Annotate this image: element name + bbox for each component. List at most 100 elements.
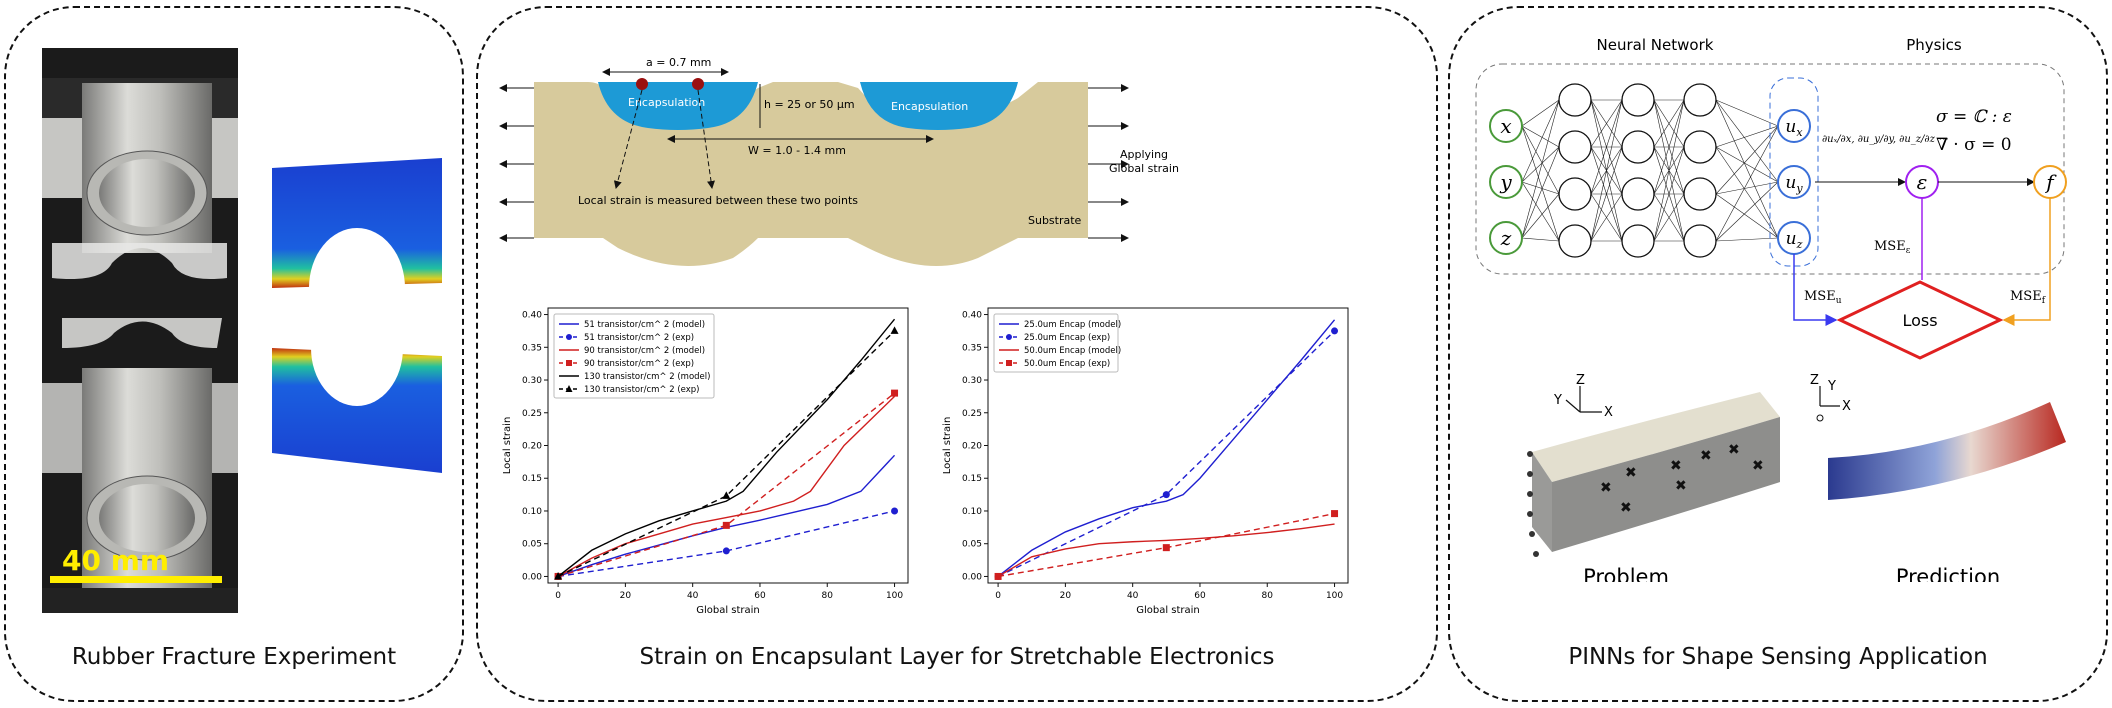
series-line-1	[557, 510, 895, 578]
hidden-neuron	[1683, 177, 1717, 211]
y-tick-label: 0.30	[962, 376, 982, 386]
series-line-0	[997, 319, 1336, 578]
svg-text:✖: ✖	[1600, 480, 1612, 496]
y-tick-label: 0.15	[522, 474, 542, 484]
y-tick-label: 0.30	[522, 376, 542, 386]
scale-label: 40 mm	[62, 544, 169, 577]
hidden-neuron	[1558, 83, 1592, 117]
legend-entry: 51 transistor/cm^ 2 (exp)	[584, 333, 694, 343]
hidden-neuron	[1621, 83, 1655, 117]
x-tick-label: 80	[1262, 591, 1274, 601]
y-tick-label: 0.40	[962, 311, 982, 321]
nn-title: Neural Network	[1597, 36, 1714, 54]
data-point	[891, 507, 899, 515]
pred-axis-z: Z	[1810, 373, 1819, 388]
svg-text:✖: ✖	[1752, 458, 1764, 474]
x-tick-label: 100	[1326, 591, 1343, 601]
x-tick-label: 100	[886, 591, 903, 601]
y-tick-label: 0.15	[962, 474, 982, 484]
hidden-layers	[1558, 83, 1717, 258]
x-tick-label: 20	[620, 591, 632, 601]
hidden-neuron	[1683, 224, 1717, 258]
equilibrium-equation: ∇ · σ = 0	[1936, 135, 2012, 155]
series-line-2	[557, 395, 896, 578]
data-point	[1162, 491, 1170, 499]
legend-entry: 90 transistor/cm^ 2 (exp)	[584, 359, 694, 369]
y-tick-label: 0.05	[522, 540, 542, 550]
y-tick-label: 0.00	[962, 572, 982, 582]
measure-point-left	[636, 78, 648, 90]
hidden-neuron	[1621, 130, 1655, 164]
problem-label: Problem	[1583, 565, 1669, 582]
loss-label: Loss	[1902, 311, 1937, 330]
network-edges	[1521, 99, 1779, 242]
mse-eps-label: MSEε	[1874, 239, 1911, 256]
rubber-fracture-figure: 40 mm	[42, 48, 442, 613]
output-uy: uy	[1777, 165, 1811, 199]
encapsulation-left	[598, 82, 758, 130]
y-tick-label: 0.25	[522, 409, 542, 419]
data-point	[890, 326, 899, 334]
hidden-neuron	[1683, 130, 1717, 164]
pred-axis-y: Y	[1827, 379, 1836, 394]
scale-bar	[50, 576, 222, 583]
hidden-neuron	[1621, 224, 1655, 258]
y-tick-label: 0.10	[962, 507, 982, 517]
substrate-label: Substrate	[1028, 214, 1082, 227]
axis-z: Z	[1576, 373, 1585, 388]
loss-node	[1836, 280, 2004, 360]
hidden-neuron	[1558, 177, 1592, 211]
legend-marker	[1006, 360, 1012, 366]
w-label: W = 1.0 - 1.4 mm	[748, 144, 846, 157]
legend-marker	[565, 385, 573, 392]
legend-entry: 130 transistor/cm^ 2 (exp)	[584, 385, 700, 395]
x-tick-label: 60	[1194, 591, 1206, 601]
x-tick-label: 40	[1127, 591, 1139, 601]
series-line-1	[997, 330, 1336, 578]
load-arrows	[499, 84, 1129, 242]
data-point	[554, 571, 563, 580]
x-tick-label: 60	[754, 591, 766, 601]
svg-text:x: x	[1500, 114, 1511, 138]
data-point	[722, 491, 731, 499]
mse-u-label: MSEu	[1804, 289, 1842, 306]
data-point	[891, 389, 899, 397]
chart-encap-thickness: 0 20 40 60 80 100 0.00 0.05 0.10 0.15 0.20 0.25 0.30…	[942, 307, 1349, 616]
x-tick-label: 40	[687, 591, 699, 601]
y-tick-label: 0.25	[962, 409, 982, 419]
a-label: a = 0.7 mm	[646, 56, 711, 69]
svg-text:ε: ε	[1917, 170, 1928, 194]
legend-entry: 50.0um Encap (exp)	[1024, 359, 1110, 369]
axis-y: Y	[1553, 393, 1562, 408]
legend-entry: 50.0um Encap (model)	[1024, 346, 1121, 356]
y-tick-label: 0.35	[522, 343, 542, 353]
data-point	[722, 547, 730, 555]
svg-text:y: y	[1499, 170, 1512, 194]
strain-node: ε	[1905, 165, 1939, 199]
encapsulant-schematic: Encapsulation Encapsulation Applying Glo…	[499, 56, 1179, 266]
svg-text:✖: ✖	[1625, 465, 1637, 481]
pred-axis-x: X	[1842, 399, 1851, 414]
local-strain-note: Local strain is measured between these t…	[578, 194, 858, 207]
x-tick-label: 0	[995, 591, 1001, 601]
legend-marker	[566, 334, 572, 340]
prediction-label: Prediction	[1896, 565, 2000, 582]
encapsulation-right	[860, 82, 1018, 130]
h-label: h = 25 or 50 µm	[764, 98, 855, 111]
pinn-panel: Neural Network Physics x y z ux uy uz ∂u…	[1448, 6, 2108, 702]
svg-text:uz: uz	[1786, 229, 1803, 251]
svg-text:✖: ✖	[1620, 500, 1632, 516]
y-tick-label: 0.20	[522, 442, 542, 452]
hidden-neuron	[1683, 83, 1717, 117]
hidden-neuron	[1621, 177, 1655, 211]
x-tick-label: 20	[1060, 591, 1072, 601]
svg-text:✖: ✖	[1728, 442, 1740, 458]
x-tick-label: 80	[822, 591, 834, 601]
problem-beam: ✖ ✖ ✖ ✖ ✖ ✖ ✖ ✖	[1527, 392, 1780, 557]
legend-box	[553, 313, 715, 399]
encap-right-label: Encapsulation	[891, 100, 968, 113]
data-point	[1331, 327, 1339, 335]
input-z: z	[1489, 221, 1523, 255]
y-axis-label: Local strain	[942, 417, 953, 475]
legend-entry: 25.0um Encap (model)	[1024, 320, 1121, 330]
